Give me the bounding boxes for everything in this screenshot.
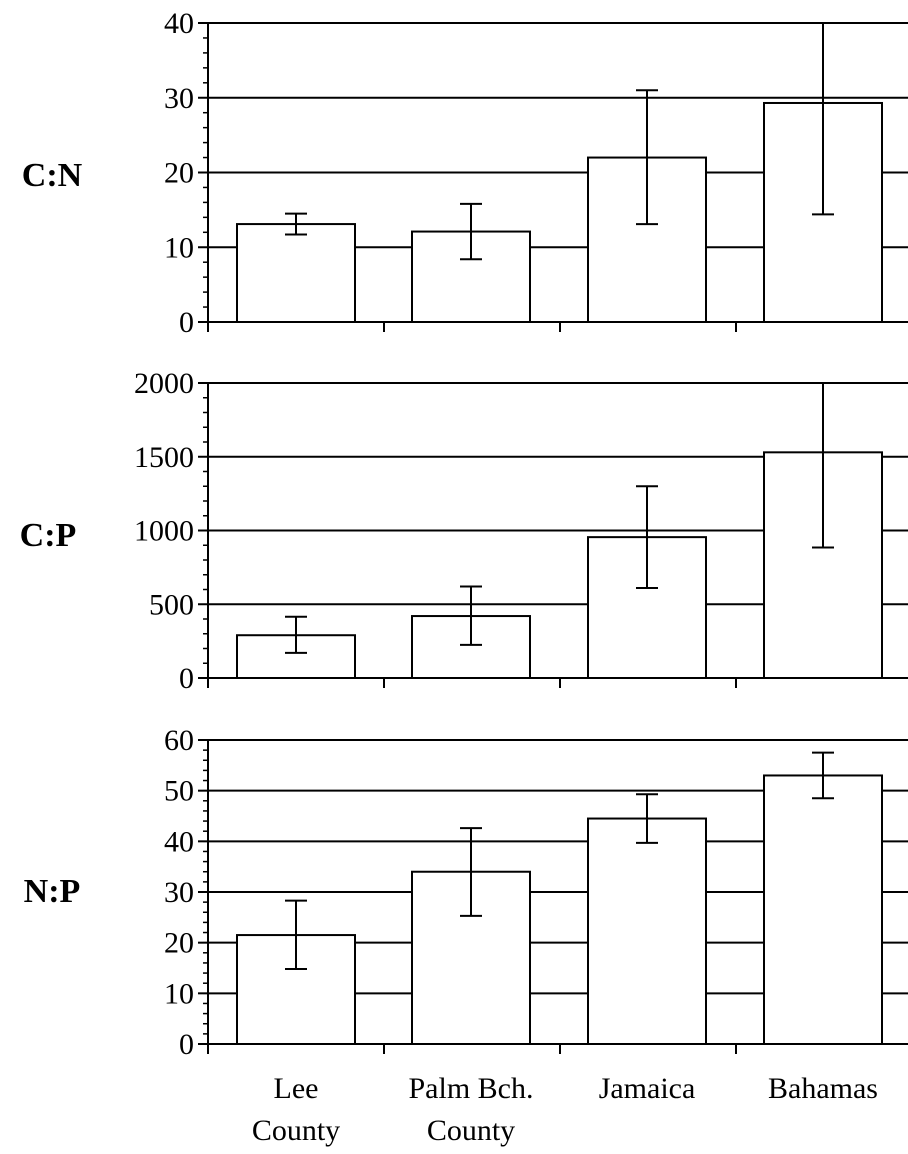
panel-c-n: 0 10 20 30 40 C:N: [22, 7, 908, 339]
y-tick-label: 500: [149, 588, 194, 621]
error-bar: [812, 751, 834, 800]
bar-bahamas: [763, 774, 883, 1045]
y-tick-label: 30: [164, 82, 194, 115]
x-tick-label-line: Jamaica: [599, 1072, 696, 1105]
y-tick-label: 50: [164, 775, 194, 808]
x-tick-label-line: Bahamas: [768, 1072, 878, 1105]
x-tick-label: Lee County: [252, 1072, 340, 1147]
y-tick-label: 40: [164, 825, 194, 858]
y-tick-label: 0: [179, 1028, 194, 1061]
error-bar: [812, 22, 834, 216]
panel-label: C:P: [20, 517, 77, 554]
x-tick-label-line: County: [427, 1114, 515, 1147]
error-bar: [636, 485, 658, 590]
panel-label: N:P: [24, 873, 81, 910]
error-bar: [285, 615, 307, 654]
x-tick-label-line: Palm Bch.: [409, 1072, 534, 1105]
y-tick-label: 20: [164, 157, 194, 190]
x-tick-label: Jamaica: [599, 1072, 696, 1105]
x-tick-label-line: County: [252, 1114, 340, 1147]
panel-c-p: 0 500 1000 1500 2000 C:P: [20, 367, 908, 695]
x-tick-label-line: Lee: [274, 1072, 319, 1105]
panels: 0 10 20 30 40 C:N 0 500 1000 1500 2000 C:P 0 10 20 30 40…: [20, 7, 908, 1061]
panel-label: C:N: [22, 157, 83, 194]
x-tick-label: Palm Bch. County: [409, 1072, 534, 1147]
error-bar: [460, 585, 482, 646]
y-tick-label: 40: [164, 7, 194, 40]
error-bar: [636, 793, 658, 844]
panel-n-p: 0 10 20 30 40 50 60 N:P: [24, 724, 908, 1061]
error-bar: [460, 827, 482, 917]
y-tick-label: 10: [164, 977, 194, 1010]
x-axis-category-labels: Lee County Palm Bch. County Jamaica Bahamas: [252, 1072, 878, 1147]
y-tick-label: 20: [164, 927, 194, 960]
y-tick-label: 30: [164, 876, 194, 909]
y-tick-label: 1500: [134, 441, 194, 474]
bar-jamaica: [587, 817, 707, 1045]
y-tick-label: 10: [164, 231, 194, 264]
error-bar: [636, 89, 658, 226]
error-bar: [812, 382, 834, 549]
y-tick-label: 60: [164, 724, 194, 757]
bar-lee-county: [236, 223, 356, 323]
error-bar: [285, 212, 307, 236]
error-bar: [285, 899, 307, 971]
x-tick-label: Bahamas: [768, 1072, 878, 1105]
y-tick-label: 1000: [134, 515, 194, 548]
y-tick-label: 0: [179, 306, 194, 339]
y-tick-label: 2000: [134, 367, 194, 400]
y-tick-label: 0: [179, 662, 194, 695]
error-bar: [460, 202, 482, 261]
